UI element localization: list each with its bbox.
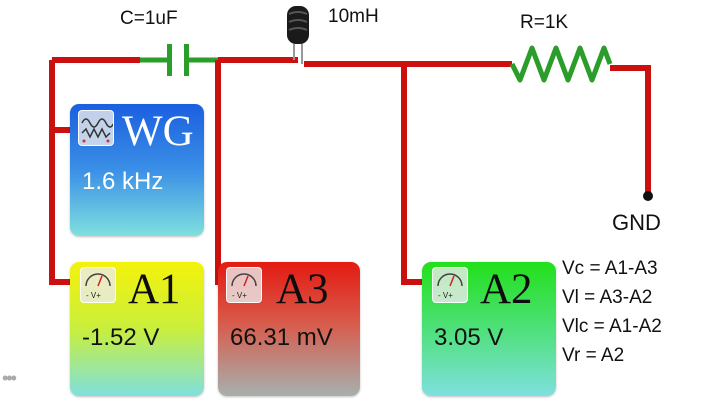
a3-reading: 66.31 mV [230,324,333,351]
meter-a1-panel[interactable]: - V+ A1 -1.52 V [70,262,204,396]
waveform-icon [78,110,115,146]
inductor-icon [287,6,309,64]
inductor-label: 10mH [328,6,379,27]
capacitor-plate-left [167,44,172,76]
wg-title: WG [122,108,194,155]
a2-reading: 3.05 V [434,324,504,351]
wire-left [49,60,74,285]
equation-vc: Vc = A1-A3 [562,258,658,279]
capacitor-label: C=1uF [120,8,178,29]
capacitor-plate-right [184,44,189,76]
a2-title: A2 [480,266,533,313]
voltmeter-icon: - V+ [432,267,468,303]
a1-reading: -1.52 V [82,324,160,351]
badge-text: - V+ [438,291,453,300]
meter-a2-panel[interactable]: - V+ A2 3.05 V [422,262,556,396]
wire-resistor-right [610,65,651,196]
equation-vr: Vr = A2 [562,345,625,366]
badge-text: - V+ [86,291,101,300]
wire-a3 [215,60,232,285]
voltmeter-icon: - V+ [226,267,262,303]
equation-vlc: Vlc = A1-A2 [562,316,662,337]
resistor-icon [509,45,613,83]
a3-title: A3 [276,266,329,313]
voltmeter-icon: - V+ [80,267,116,303]
wire-a2 [401,64,424,285]
wg-frequency: 1.6 kHz [82,168,164,195]
resistor-label: R=1K [520,12,569,33]
ground-label: GND [612,210,661,235]
equation-vl: Vl = A3-A2 [562,287,653,308]
wave-generator-panel[interactable]: WG 1.6 kHz [70,104,204,236]
meter-a3-panel[interactable]: - V+ A3 66.31 mV [218,262,360,396]
badge-text: - V+ [232,291,247,300]
more-menu-icon[interactable]: ••• [2,368,17,388]
a1-title: A1 [128,266,181,313]
ground-node [643,191,653,201]
